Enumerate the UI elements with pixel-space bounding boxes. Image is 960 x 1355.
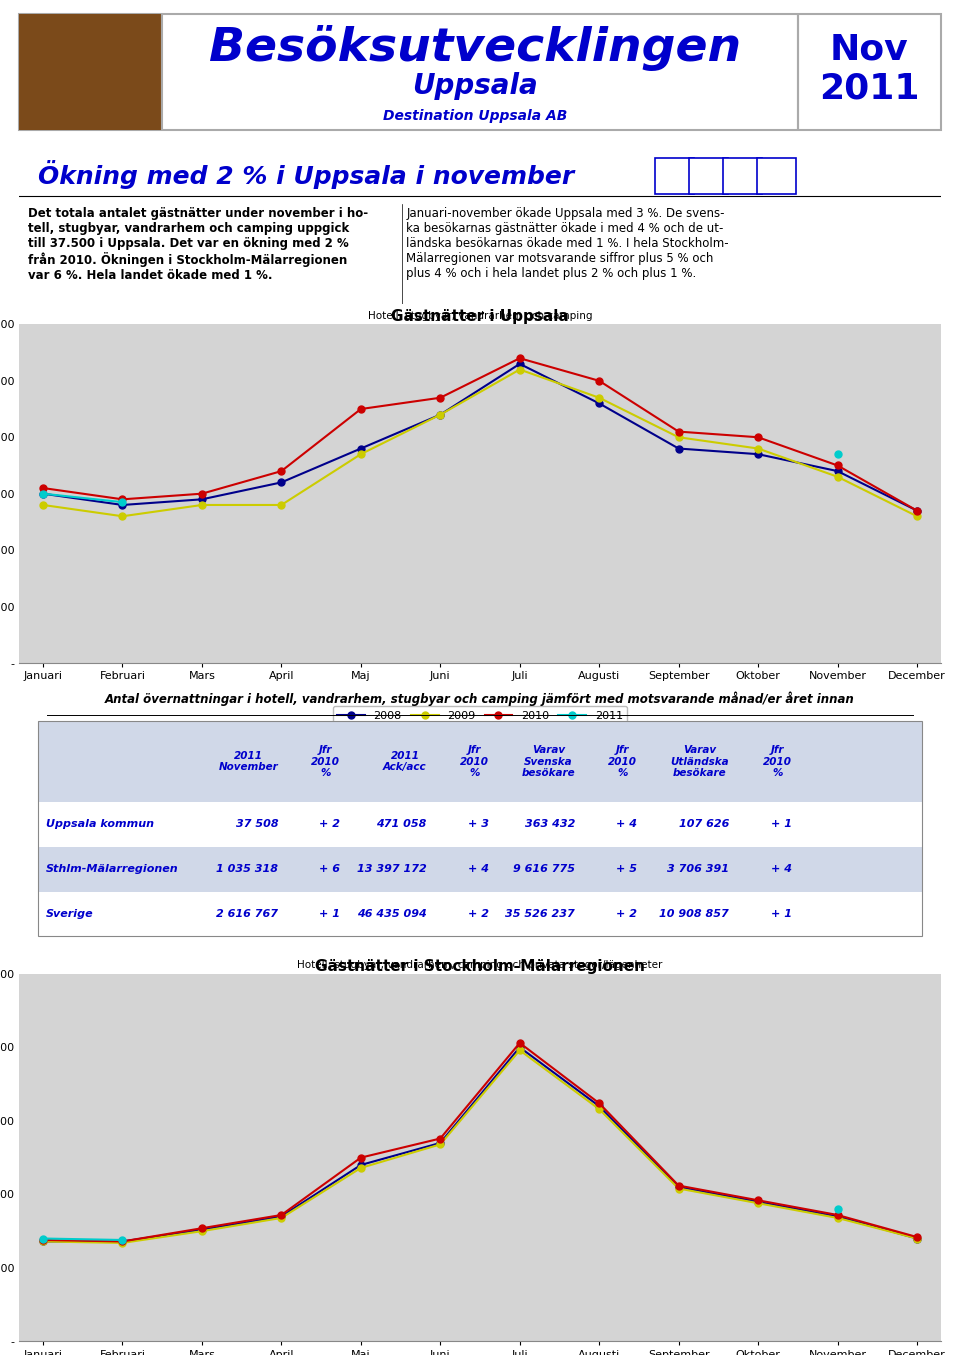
FancyBboxPatch shape [757, 159, 796, 194]
Text: Jfr
2010
%: Jfr 2010 % [311, 745, 341, 778]
Text: Besöksutvecklingen: Besöksutvecklingen [209, 26, 741, 72]
FancyBboxPatch shape [689, 159, 728, 194]
Text: Ökning med 2 % i Uppsala i november: Ökning med 2 % i Uppsala i november [37, 160, 574, 190]
Text: + 5: + 5 [616, 864, 637, 874]
Text: Det totala antalet gästnätter under november i ho-
tell, stugbyar, vandrarhem oc: Det totala antalet gästnätter under nove… [29, 207, 369, 282]
Text: Hotell, stugbyar, vandrarhem och camping: Hotell, stugbyar, vandrarhem och camping [368, 312, 592, 321]
Bar [37, 721, 923, 802]
Text: Sthlm-Mälarregionen: Sthlm-Mälarregionen [46, 864, 179, 874]
Bar [37, 892, 923, 936]
Bar [37, 721, 923, 936]
Text: Uppsala kommun: Uppsala kommun [46, 820, 154, 829]
Text: Varav
Svenska
besökare: Varav Svenska besökare [521, 745, 575, 778]
Text: + 3: + 3 [468, 820, 489, 829]
Bar [798, 14, 941, 130]
Text: Uppsala: Uppsala [413, 72, 539, 99]
Text: + 2: + 2 [320, 820, 341, 829]
Text: Varav
Utländska
besökare: Varav Utländska besökare [671, 745, 730, 778]
Text: 471 058: 471 058 [376, 820, 427, 829]
FancyBboxPatch shape [723, 159, 762, 194]
Text: + 1: + 1 [771, 909, 792, 919]
Text: + 2: + 2 [616, 909, 637, 919]
Text: Jfr
2010
%: Jfr 2010 % [460, 745, 489, 778]
Text: 10 908 857: 10 908 857 [660, 909, 730, 919]
Text: 1 035 318: 1 035 318 [216, 864, 278, 874]
Text: 2 616 767: 2 616 767 [216, 909, 278, 919]
FancyBboxPatch shape [655, 159, 694, 194]
Text: + 4: + 4 [616, 820, 637, 829]
Text: Hotell, stugbyar, vandrarhem, camping och privata stugor/lägenheter: Hotell, stugbyar, vandrarhem, camping oc… [298, 961, 662, 970]
Text: Destination Uppsala AB: Destination Uppsala AB [383, 108, 567, 123]
Title: Gästnätter i Uppsala: Gästnätter i Uppsala [391, 309, 569, 324]
Text: 37 508: 37 508 [236, 820, 278, 829]
Text: Sverige: Sverige [46, 909, 93, 919]
Text: + 6: + 6 [320, 864, 341, 874]
Text: + 1: + 1 [771, 820, 792, 829]
Text: 2011
November: 2011 November [219, 751, 278, 772]
Text: 3 706 391: 3 706 391 [667, 864, 730, 874]
Bar [37, 802, 923, 847]
Text: 13 397 172: 13 397 172 [357, 864, 427, 874]
Text: Nov
2011: Nov 2011 [819, 33, 919, 106]
Text: + 1: + 1 [320, 909, 341, 919]
Text: + 4: + 4 [771, 864, 792, 874]
Text: 35 526 237: 35 526 237 [505, 909, 575, 919]
Text: 46 435 094: 46 435 094 [357, 909, 427, 919]
Text: + 4: + 4 [468, 864, 489, 874]
Text: Jfr
2010
%: Jfr 2010 % [763, 745, 792, 778]
Text: Antal övernattningar i hotell, vandrarhem, stugbyar och camping jämfört med mots: Antal övernattningar i hotell, vandrarhe… [106, 691, 854, 706]
Text: 363 432: 363 432 [525, 820, 575, 829]
Bar [37, 847, 923, 892]
Text: 2011
Ack/acc: 2011 Ack/acc [383, 751, 427, 772]
Text: + 2: + 2 [468, 909, 489, 919]
Text: 9 616 775: 9 616 775 [514, 864, 575, 874]
Legend: 2008, 2009, 2010, 2011: 2008, 2009, 2010, 2011 [332, 706, 628, 725]
Text: 107 626: 107 626 [679, 820, 730, 829]
Title: Gästnätter i Stockholm-Mälarregionen: Gästnätter i Stockholm-Mälarregionen [315, 959, 645, 974]
Text: Januari-november ökade Uppsala med 3 %. De svens-
ka besökarnas gästnätter ökade: Januari-november ökade Uppsala med 3 %. … [406, 207, 729, 280]
Text: Jfr
2010
%: Jfr 2010 % [608, 745, 637, 778]
Bar [19, 14, 162, 130]
